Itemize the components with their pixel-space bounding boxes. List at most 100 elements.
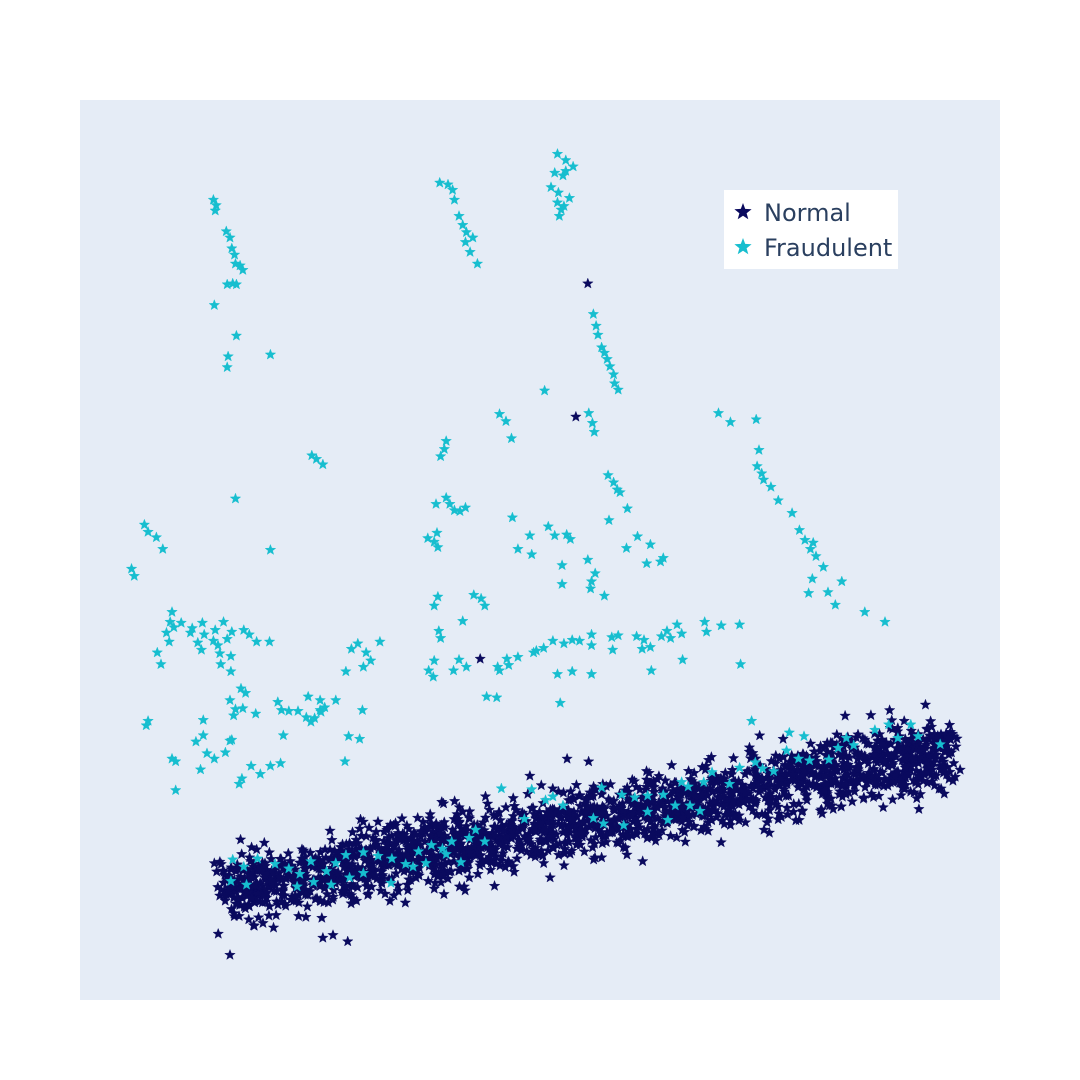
legend-item-fraudulent[interactable]: Fraudulent [734, 234, 892, 262]
fraudulent-point [810, 550, 822, 562]
normal-point [317, 857, 329, 869]
fraudulent-point [539, 794, 552, 806]
fraudulent-point [934, 738, 946, 750]
fraudulent-point [559, 154, 572, 166]
normal-point [495, 854, 507, 866]
normal-point [947, 774, 959, 786]
fraudulent-point [869, 723, 881, 735]
normal-point [475, 849, 487, 861]
normal-point [570, 410, 582, 422]
normal-point [841, 737, 853, 749]
fraudulent-point [275, 704, 288, 716]
fraudulent-point [749, 756, 762, 768]
normal-point [379, 887, 391, 899]
normal-point [582, 755, 595, 767]
fraudulent-point [250, 635, 263, 647]
normal-point [604, 778, 617, 790]
normal-point [238, 900, 250, 912]
fraudulent-point [264, 543, 277, 555]
normal-point [589, 831, 602, 843]
fraudulent-point [585, 628, 598, 640]
fraudulent-point [724, 416, 737, 428]
fraudulent-point [142, 525, 154, 537]
normal-point [372, 815, 384, 827]
normal-point [870, 743, 883, 755]
fraudulent-point [314, 694, 326, 706]
legend-item-normal[interactable]: Normal [734, 199, 851, 227]
normal-point [739, 768, 751, 780]
normal-point [299, 888, 312, 900]
fraudulent-point [217, 615, 230, 627]
fraudulent-point [150, 531, 163, 543]
normal-point [558, 859, 570, 871]
fraudulent-point [604, 360, 616, 372]
fraudulent-point [799, 534, 811, 545]
fraudulent-point [168, 621, 180, 633]
fraudulent-point [631, 530, 644, 542]
fraudulent-point [675, 776, 688, 788]
fraudulent-point [432, 541, 444, 553]
fraudulent-point [559, 165, 572, 176]
normal-point [625, 796, 637, 808]
normal-point [840, 770, 852, 782]
fraudulent-point [603, 514, 615, 526]
normal-point [851, 752, 864, 764]
fraudulent-point [595, 341, 608, 353]
fraudulent-point [564, 533, 577, 545]
fraudulent-point [556, 559, 568, 571]
fraudulent-point [715, 619, 728, 631]
normal-point [219, 868, 231, 880]
fraudulent-point [236, 772, 248, 784]
fraudulent-point [272, 696, 284, 707]
normal-point [709, 804, 721, 816]
fraudulent-point [399, 858, 412, 869]
normal-point [587, 853, 600, 865]
fraudulent-point [585, 639, 598, 651]
normal-point [868, 727, 881, 739]
fraudulent-point [229, 492, 242, 504]
fraudulent-point [436, 842, 449, 854]
fraudulent-point [307, 876, 320, 887]
normal-point [734, 792, 746, 804]
fraudulent-point [817, 561, 830, 572]
normal-point [562, 794, 575, 806]
normal-point [364, 860, 377, 872]
fraudulent-point [804, 543, 817, 554]
fraudulent-point [644, 641, 657, 653]
fraudulent-point [512, 651, 524, 662]
normal-point [562, 804, 575, 816]
fraudulent-point [751, 460, 763, 472]
normal-point [641, 813, 654, 825]
fraudulent-point [552, 186, 565, 198]
normal-point [326, 864, 338, 876]
normal-point [885, 749, 898, 761]
normal-point [685, 788, 698, 800]
fraudulent-point [263, 635, 276, 647]
fraudulent-point [186, 622, 199, 634]
fraudulent-point [209, 624, 222, 635]
normal-point [745, 779, 757, 791]
normal-point [240, 884, 252, 896]
fraudulent-point [374, 635, 386, 647]
normal-point [293, 856, 306, 868]
fraudulent-point [229, 703, 242, 715]
normal-point [381, 839, 394, 851]
normal-point [391, 828, 404, 840]
fraudulent-point [756, 762, 769, 774]
fraudulent-point [753, 444, 765, 455]
normal-point [353, 822, 366, 834]
normal-point [846, 795, 858, 807]
fraudulent-point [641, 789, 654, 801]
normal-point [937, 762, 950, 774]
normal-point [570, 779, 583, 791]
normal-point [413, 869, 425, 881]
normal-point [270, 909, 282, 921]
fraudulent-point [343, 871, 356, 883]
normal-point [454, 839, 466, 851]
normal-point [245, 841, 258, 853]
normal-point [622, 830, 634, 842]
normal-point [809, 751, 822, 763]
normal-point [343, 888, 356, 899]
fraudulent-point [471, 257, 484, 269]
